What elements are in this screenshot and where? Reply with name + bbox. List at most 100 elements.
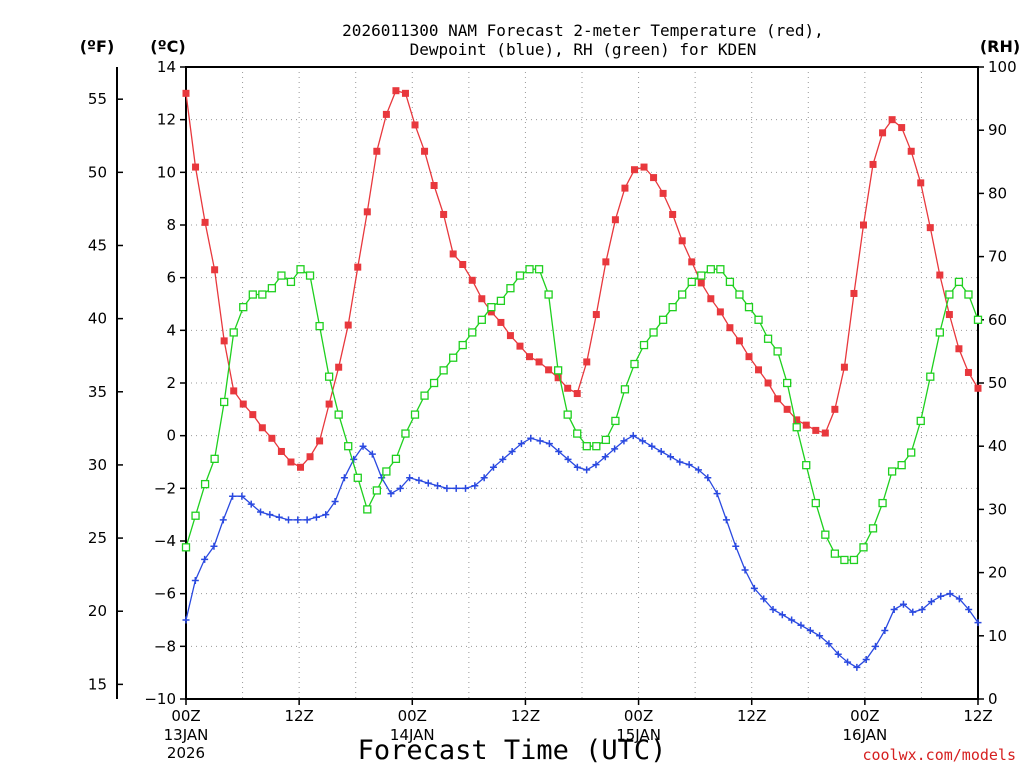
temperature-point [869, 160, 877, 168]
temperature-point [421, 147, 429, 155]
dewpoint-point [480, 474, 488, 482]
temperature-point [745, 353, 753, 361]
dewpoint-point [927, 598, 935, 606]
rh-point [887, 467, 897, 476]
dewpoint-point [825, 640, 833, 648]
dewpoint-point [583, 466, 591, 474]
temperature-point [879, 129, 887, 137]
rh-point [868, 524, 878, 533]
temperature-point [592, 311, 600, 319]
temperature-point [239, 400, 247, 408]
fahrenheit-tick-label: 55 [88, 90, 107, 108]
rh-point [239, 303, 248, 312]
dewpoint-point [452, 484, 460, 492]
rh-tick-label: 30 [988, 500, 1007, 518]
dewpoint-point [667, 453, 675, 461]
rh-point [191, 511, 200, 520]
rh-point [697, 271, 706, 280]
x-axis-label: Forecast Time (UTC) [358, 735, 667, 766]
rh-point [964, 290, 973, 299]
temperature-point [564, 384, 572, 392]
temperature-point [573, 390, 581, 398]
rh-point [429, 378, 439, 388]
fahrenheit-tick-label: 45 [88, 236, 107, 254]
temperature-point [936, 271, 944, 279]
rh-point [229, 328, 238, 337]
rh-point [420, 391, 429, 400]
temperature-point [335, 363, 343, 371]
rh-point [783, 378, 792, 388]
rh-tick-label: 60 [988, 311, 1007, 329]
temperature-point [974, 384, 982, 392]
dewpoint-point [257, 508, 265, 516]
celsius-tick-label: 8 [166, 216, 176, 234]
dewpoint-point [844, 658, 852, 666]
temperature-point [354, 263, 362, 271]
rh-point [754, 315, 763, 324]
dewpoint-point [443, 484, 451, 492]
fahrenheit-tick-label: 35 [88, 383, 107, 401]
temperature-point [707, 295, 715, 303]
temperature-point [640, 163, 648, 171]
rh-point [582, 442, 591, 451]
rh-point [286, 277, 296, 287]
rh-point [773, 347, 782, 356]
rh-tick-label: 80 [988, 184, 1007, 202]
dewpoint-point [247, 500, 255, 508]
time-tick-label: 12Z [284, 707, 313, 725]
dewpoint-point [434, 482, 442, 490]
rh-point [639, 340, 649, 350]
dewpoint-point [834, 650, 842, 658]
dewpoint-point [471, 482, 479, 490]
rh-point [563, 410, 572, 419]
rh-point [792, 423, 801, 432]
dewpoint-point [750, 584, 758, 592]
dewpoint-point [322, 511, 330, 519]
rh-point [439, 366, 448, 375]
rh-point [449, 353, 458, 362]
temperature-point [268, 434, 276, 442]
rh-point [935, 328, 944, 337]
celsius-tick-label: −6 [154, 585, 176, 603]
dewpoint-point [713, 490, 721, 498]
rh-point [973, 315, 983, 324]
dewpoint-point [340, 474, 348, 482]
time-tick-label: 00Z [850, 707, 879, 725]
celsius-tick-label: −4 [154, 532, 176, 550]
dewpoint-point [229, 492, 237, 500]
rh-point [258, 290, 267, 299]
dewpoint-point [415, 476, 423, 484]
dewpoint-point [685, 461, 693, 469]
rh-point [763, 334, 773, 343]
temperature-point [802, 421, 810, 429]
temperature-point [688, 258, 696, 266]
temperature-point [401, 89, 409, 97]
celsius-unit-label: (ºC) [150, 37, 185, 56]
temperature-point [898, 124, 906, 132]
dewpoint-point [312, 513, 320, 521]
chart-title-line-2: Dewpoint (blue), RH (green) for KDEN [410, 40, 757, 59]
rh-tick-label: 40 [988, 437, 1007, 455]
temperature-point [201, 218, 209, 226]
dewpoint-point [648, 442, 656, 450]
rh-point [334, 410, 343, 419]
dewpoint-point [629, 432, 637, 440]
rh-point [324, 372, 334, 381]
temperature-point [755, 366, 763, 374]
temperature-point [945, 311, 953, 319]
rh-point [401, 429, 410, 438]
dewpoint-point [955, 595, 963, 603]
dewpoint-point [499, 455, 507, 463]
rh-point [830, 549, 840, 558]
rh-point [534, 265, 544, 274]
dewpoint-point [601, 453, 609, 461]
rh-point [678, 290, 687, 299]
celsius-tick-label: 6 [166, 269, 176, 287]
year-tick-label: 2026 [167, 744, 205, 762]
rh-point [849, 555, 859, 565]
temperature-point [630, 166, 638, 174]
temperature-point [926, 224, 934, 232]
dewpoint-point [657, 447, 665, 455]
temperature-point [449, 250, 457, 258]
dewpoint-point [331, 498, 339, 505]
